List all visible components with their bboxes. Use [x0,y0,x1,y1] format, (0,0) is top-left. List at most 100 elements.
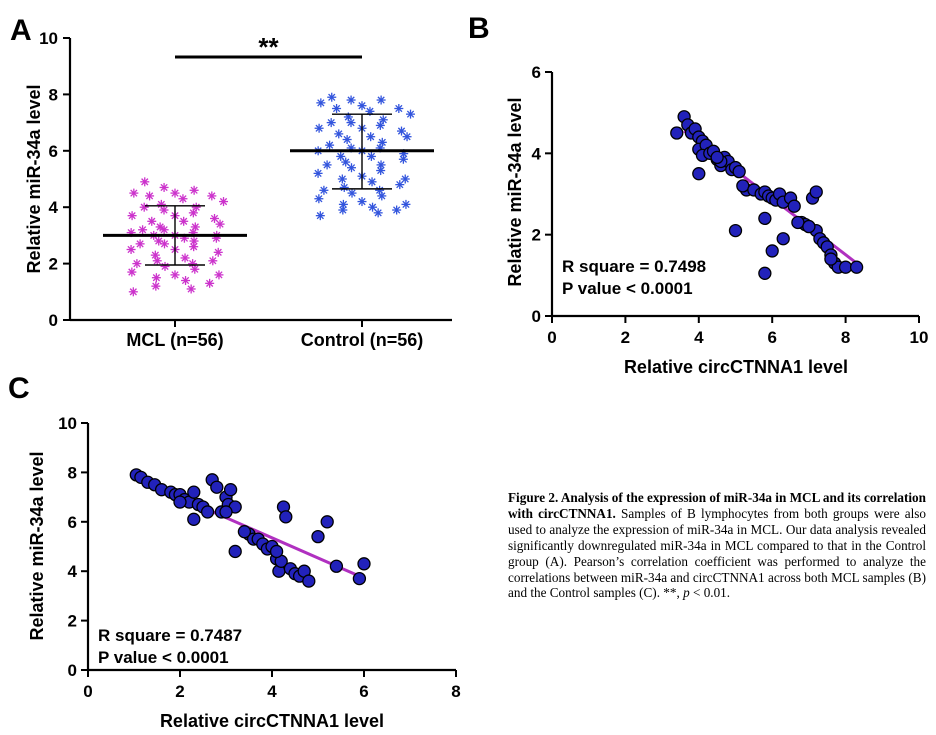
data-point [732,164,746,179]
x-tick-label: 2 [621,328,630,347]
y-axis-label: Relative miR-34a level [24,84,44,273]
data-point [170,188,180,198]
data-point [341,157,351,167]
data-point [315,211,325,221]
data-point [366,132,376,142]
x-tick-label: 8 [451,682,460,701]
x-tick-label: 0 [83,682,92,701]
y-tick-label: 4 [532,144,542,163]
data-point [223,483,238,497]
x-axis-label: Relative circCTNNA1 level [160,711,384,731]
y-tick-label: 10 [39,29,58,48]
data-point [311,529,325,544]
data-point [346,163,356,173]
data-point [366,151,376,161]
data-point [127,267,137,277]
data-point [322,160,332,170]
data-point [151,281,161,291]
data-point [320,515,334,529]
data-point [710,150,724,165]
data-point [334,129,344,139]
data-point [147,216,157,226]
panel-a-dot-plot: 0 2 4 6 8 10 Relative miR-34a level MCL (n=56) C… [24,29,452,350]
data-point [159,205,169,215]
data-point [139,202,149,212]
x-tick-label: MCL (n=56) [126,330,223,350]
data-point [237,525,252,539]
y-tick-label: 4 [49,198,59,217]
data-point [339,182,349,192]
data-point [375,120,385,130]
data-point [279,510,293,524]
data-point [219,197,229,207]
data-point [207,191,217,201]
data-point [127,211,137,221]
data-point [357,101,367,111]
data-point [329,559,344,573]
data-point [314,123,324,133]
y-tick-label: 6 [68,513,77,532]
data-point [395,180,405,190]
data-point [692,167,706,181]
data-point [214,270,224,280]
data-point [758,266,772,280]
data-point [208,256,218,266]
data-point [337,174,347,184]
y-tick-label: 0 [532,307,541,326]
data-point [170,270,180,280]
y-tick-label: 0 [49,311,58,330]
data-point [138,225,148,235]
data-point [406,109,416,119]
data-point [319,185,329,195]
x-axis-label: Relative circCTNNA1 level [624,357,848,377]
data-point [357,197,367,207]
data-point [126,245,136,254]
data-point [187,485,201,499]
y-tick-label: 6 [49,142,58,161]
data-point [824,252,838,266]
data-point [160,261,170,271]
data-point [327,92,337,102]
data-point [128,287,138,297]
panel-label-b: B [468,12,490,45]
data-point [338,205,348,215]
data-point [402,132,412,142]
x-tick-label: Control (n=56) [301,330,424,350]
data-point [151,273,161,283]
data-point [219,505,233,519]
x-tick-label: 0 [547,328,556,347]
data-point [787,199,801,213]
caption-lead: Figure 2. Analysis of the expression of … [508,490,926,521]
data-point [776,232,790,246]
data-point [809,185,823,199]
y-tick-label: 2 [532,226,541,245]
data-point [352,571,367,586]
data-point [791,215,805,230]
data-point [152,256,162,266]
data-point [346,95,356,105]
data-point [346,118,356,128]
data-point [398,154,408,164]
panel-c-scatter: 0 2 4 6 8 10 0 2 4 6 8 Relative circCTNNA1 level Rel… [27,414,461,731]
panel-label-a: A [10,14,32,47]
data-point [215,219,225,229]
data-point [347,188,357,198]
p-value-annotation: P value < 0.0001 [562,279,693,298]
x-tick-label: 6 [359,682,368,701]
data-point [728,223,743,238]
data-point [342,135,352,145]
data-point [228,544,242,559]
data-point [376,95,386,105]
y-tick-label: 6 [532,63,541,82]
data-point [210,213,220,223]
y-tick-label: 2 [49,255,58,274]
data-point [313,168,323,178]
data-point [178,194,188,204]
caption-body: Samples of B lymphocytes from both group… [508,505,926,601]
data-point [159,182,169,192]
data-point [135,239,145,249]
data-point [159,239,169,249]
r-square-annotation: R square = 0.7498 [562,257,706,276]
caption-p-symbol: p [683,585,690,601]
panel-b-scatter: 0 2 4 6 0 2 4 6 8 10 Relative circCTNNA1 level Rela… [505,63,928,377]
